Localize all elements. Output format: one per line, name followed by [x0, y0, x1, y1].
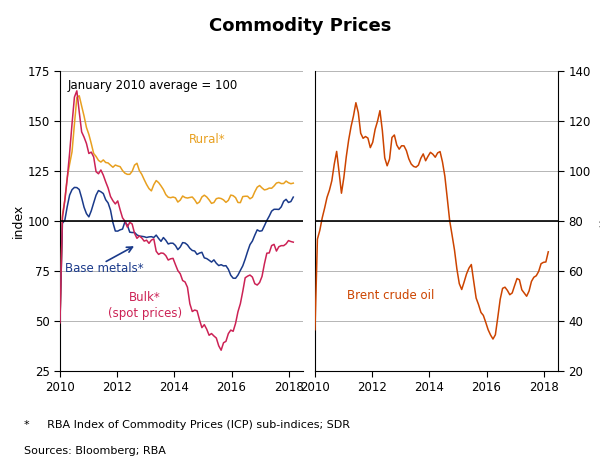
Text: *     RBA Index of Commodity Prices (ICP) sub-indices; SDR: * RBA Index of Commodity Prices (ICP) su…	[24, 420, 350, 430]
Text: January 2010 average = 100: January 2010 average = 100	[67, 79, 238, 92]
Text: Brent crude oil: Brent crude oil	[347, 289, 434, 302]
Y-axis label: US$/b: US$/b	[596, 202, 600, 239]
Text: Rural*: Rural*	[189, 133, 226, 146]
Text: Bulk*
(spot prices): Bulk* (spot prices)	[108, 291, 182, 320]
Text: Base metals*: Base metals*	[65, 262, 143, 275]
Text: Commodity Prices: Commodity Prices	[209, 17, 391, 35]
Text: Sources: Bloomberg; RBA: Sources: Bloomberg; RBA	[24, 446, 166, 456]
Y-axis label: index: index	[11, 204, 25, 238]
